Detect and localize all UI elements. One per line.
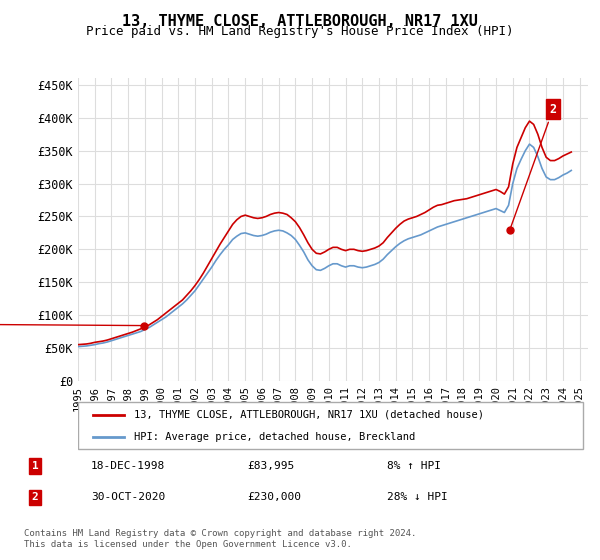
Text: 18-DEC-1998: 18-DEC-1998 [91,461,165,471]
Text: Contains HM Land Registry data © Crown copyright and database right 2024.
This d: Contains HM Land Registry data © Crown c… [24,529,416,549]
Text: 2: 2 [32,492,38,502]
Text: £83,995: £83,995 [247,461,295,471]
Text: 1: 1 [0,102,142,325]
Text: Price paid vs. HM Land Registry's House Price Index (HPI): Price paid vs. HM Land Registry's House … [86,25,514,38]
Text: 13, THYME CLOSE, ATTLEBOROUGH, NR17 1XU: 13, THYME CLOSE, ATTLEBOROUGH, NR17 1XU [122,14,478,29]
Text: 8% ↑ HPI: 8% ↑ HPI [387,461,440,471]
Text: 1: 1 [32,461,38,471]
Text: 30-OCT-2020: 30-OCT-2020 [91,492,165,502]
Text: 2: 2 [511,102,557,227]
FancyBboxPatch shape [78,403,583,449]
Text: £230,000: £230,000 [247,492,301,502]
Text: 13, THYME CLOSE, ATTLEBOROUGH, NR17 1XU (detached house): 13, THYME CLOSE, ATTLEBOROUGH, NR17 1XU … [134,409,484,419]
Text: HPI: Average price, detached house, Breckland: HPI: Average price, detached house, Brec… [134,432,415,442]
Text: 28% ↓ HPI: 28% ↓ HPI [387,492,448,502]
